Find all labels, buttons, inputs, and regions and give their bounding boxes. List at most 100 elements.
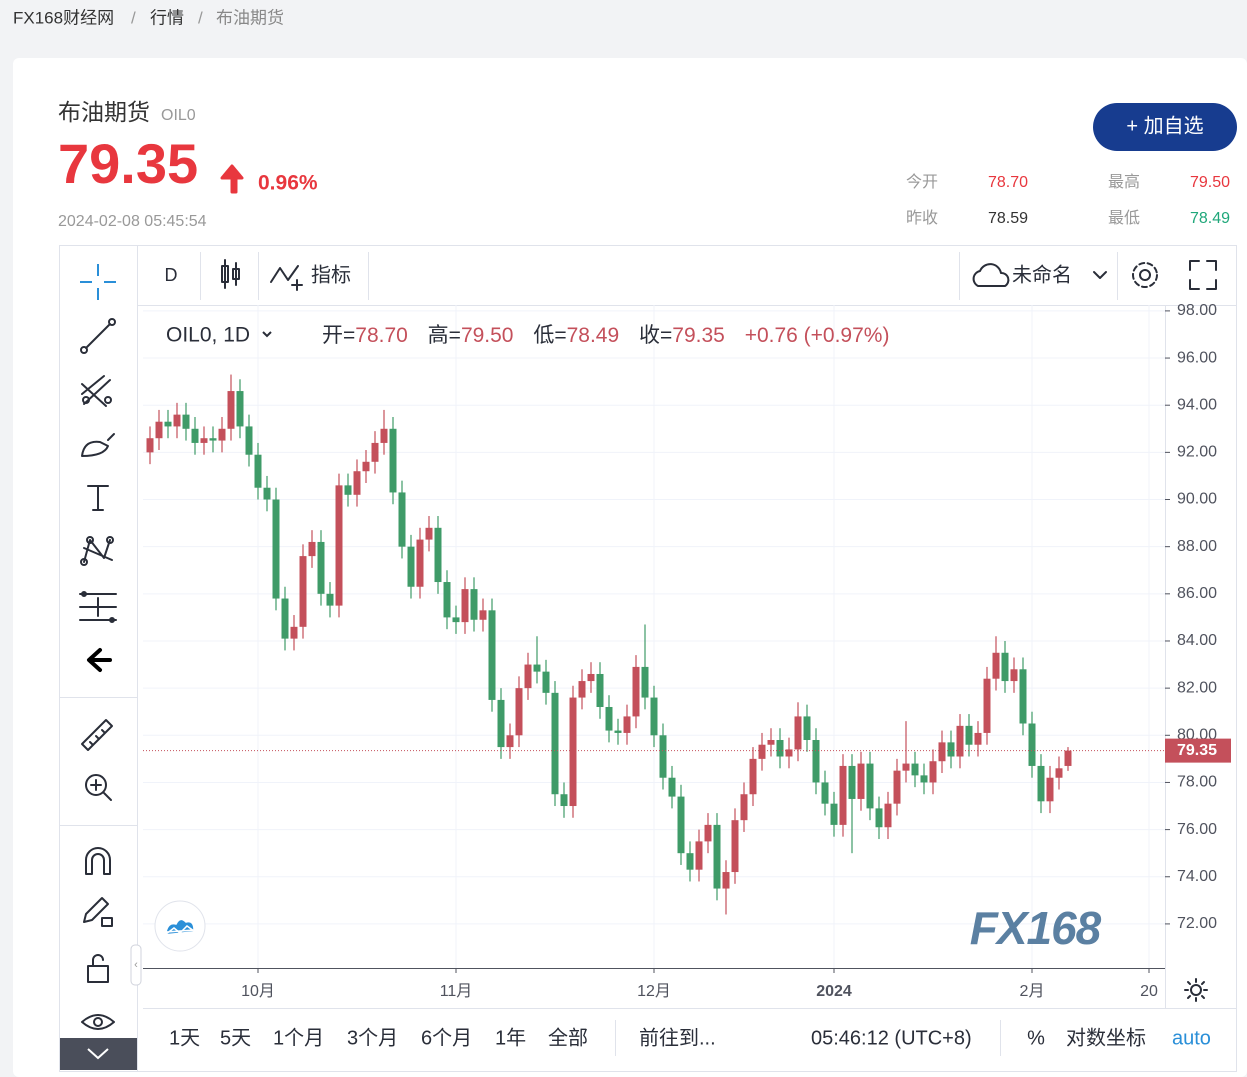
- fib-icon[interactable]: [81, 375, 112, 407]
- candle-body: [452, 617, 460, 623]
- percent-toggle[interactable]: %: [1027, 1027, 1045, 1049]
- indicators-button[interactable]: 指标: [311, 263, 351, 286]
- candle-body: [830, 803, 838, 825]
- log-toggle[interactable]: 对数坐标: [1066, 1026, 1146, 1049]
- candle-body: [902, 763, 910, 771]
- dropdown-icon[interactable]: [1093, 271, 1107, 279]
- layout-name[interactable]: 未命名: [1012, 263, 1072, 286]
- logo-icon[interactable]: [165, 918, 195, 935]
- chevron-icon[interactable]: [87, 1048, 109, 1060]
- candle-body: [227, 391, 235, 429]
- y-tick-label: 94.00: [1177, 396, 1217, 413]
- candle-body: [560, 794, 568, 807]
- instrument-name: 布油期货: [58, 99, 150, 125]
- candle-body: [569, 697, 577, 807]
- indicator-icon[interactable]: [270, 265, 303, 291]
- candle-body: [542, 671, 550, 693]
- cloud-icon[interactable]: [972, 263, 1010, 287]
- candle-body: [632, 666, 640, 717]
- candle-body: [731, 820, 739, 873]
- y-tick-label: 98.00: [1177, 302, 1217, 319]
- chart-frame: [59, 245, 1237, 1072]
- settings-icon[interactable]: [1132, 262, 1158, 288]
- y-tick-label: 96.00: [1177, 349, 1217, 366]
- candle-body: [1055, 768, 1063, 778]
- goto-button[interactable]: 前往到...: [639, 1026, 716, 1049]
- add-watchlist-label[interactable]: + 加自选: [1126, 114, 1203, 137]
- candle-body: [1046, 777, 1054, 802]
- legend-symbol[interactable]: OIL0, 1D: [166, 324, 250, 347]
- range-button[interactable]: 全部: [548, 1026, 588, 1049]
- candle-body: [164, 421, 172, 427]
- collapse-button[interactable]: [60, 1038, 137, 1070]
- interval-button[interactable]: D: [165, 265, 178, 285]
- eye-icon[interactable]: [81, 1014, 115, 1030]
- chart-type-icon[interactable]: [221, 259, 240, 289]
- prediction-icon[interactable]: [79, 591, 117, 623]
- candle-body: [965, 725, 973, 745]
- candles: [146, 374, 1072, 915]
- candle-body: [398, 492, 406, 547]
- magnet-icon[interactable]: [85, 847, 111, 875]
- legend-label: 开=: [322, 324, 355, 347]
- breadcrumb-link[interactable]: FX168财经网: [13, 8, 114, 27]
- candle-body: [317, 541, 325, 594]
- clock: 05:46:12 (UTC+8): [811, 1027, 972, 1049]
- candle-body: [983, 678, 991, 733]
- range-button[interactable]: 3个月: [347, 1026, 398, 1049]
- stat-value: 78.70: [988, 174, 1028, 191]
- candle-body: [1064, 750, 1072, 766]
- back-icon[interactable]: [87, 648, 112, 672]
- stat-value: 78.49: [1190, 210, 1230, 227]
- range-button[interactable]: 1年: [495, 1026, 526, 1049]
- axis-settings-icon[interactable]: [1184, 978, 1208, 1002]
- ruler-icon[interactable]: [81, 719, 113, 751]
- candle-body: [776, 740, 784, 757]
- candle-body: [506, 735, 514, 748]
- y-tick-label: 90.00: [1177, 491, 1217, 508]
- candle-body: [434, 527, 442, 583]
- candle-body: [668, 777, 676, 797]
- candle-body: [380, 428, 388, 443]
- fullscreen-icon[interactable]: [1189, 260, 1217, 290]
- unlock-icon[interactable]: [87, 954, 109, 983]
- y-tick-label: 78.00: [1177, 774, 1217, 791]
- candle-body: [911, 763, 919, 776]
- legend-label: 收=: [639, 324, 672, 347]
- candle-body: [938, 742, 946, 762]
- text-icon[interactable]: [87, 485, 109, 511]
- y-tick-label: 82.00: [1177, 679, 1217, 696]
- range-button[interactable]: 1个月: [273, 1026, 324, 1049]
- instrument-code: OIL0: [161, 107, 196, 124]
- range-button[interactable]: 5天: [220, 1027, 251, 1049]
- candle-body: [173, 414, 181, 427]
- candle-body: [272, 499, 280, 599]
- legend-dropdown[interactable]: [262, 331, 272, 338]
- up-arrow: [220, 164, 244, 194]
- candle-body: [308, 541, 316, 557]
- pattern-icon[interactable]: [80, 536, 114, 566]
- candle-body: [407, 546, 415, 587]
- panel-toggle[interactable]: [130, 944, 142, 986]
- candle-body: [839, 765, 847, 825]
- range-button[interactable]: 6个月: [421, 1026, 472, 1049]
- crosshair-icon[interactable]: [80, 264, 116, 300]
- add-watchlist-button[interactable]: [1093, 103, 1237, 151]
- panel-toggle-icon[interactable]: ‹: [134, 959, 138, 971]
- range-bar: 1天 5天 1个月 3个月 6个月 1年 全部: [169, 1026, 588, 1049]
- candle-body: [641, 666, 649, 698]
- breadcrumb-link[interactable]: 行情: [150, 8, 184, 27]
- candle-body: [857, 763, 865, 799]
- zoom-icon[interactable]: [85, 774, 112, 801]
- candle-body: [326, 593, 334, 606]
- lock-draw-icon[interactable]: [83, 897, 113, 927]
- auto-toggle[interactable]: auto: [1172, 1027, 1211, 1049]
- trendline-icon[interactable]: [80, 318, 116, 354]
- range-button[interactable]: 1天: [169, 1027, 200, 1049]
- brush-icon[interactable]: [81, 433, 115, 457]
- candle-body: [650, 697, 658, 736]
- candle-body: [875, 808, 883, 828]
- candle-body: [605, 706, 613, 731]
- y-tick-label: 76.00: [1177, 821, 1217, 838]
